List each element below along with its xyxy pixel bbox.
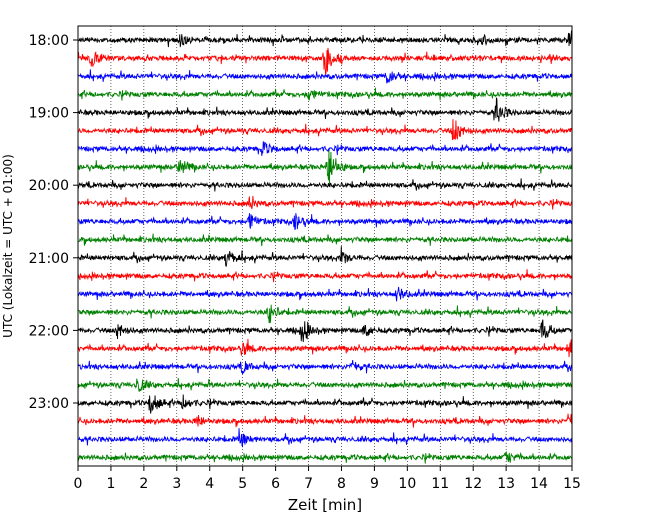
trace-row-22:45 xyxy=(77,377,573,392)
y-axis-ticks: 18:00 19:00 20:00 21:00 22:00 23:00 xyxy=(29,33,78,412)
trace-row-23:45 xyxy=(77,450,573,464)
trace-row-19:30 xyxy=(77,141,573,156)
trace-row-22:15 xyxy=(77,338,573,358)
trace-row-21:30 xyxy=(77,286,573,302)
y-tick-label-21:00: 21:00 xyxy=(29,251,69,267)
y-tick-label-23:00: 23:00 xyxy=(29,396,69,412)
trace-row-20:30 xyxy=(77,213,573,231)
trace-row-21:45 xyxy=(77,304,573,324)
minute-gridlines xyxy=(110,26,540,466)
x-tick-label-6: 6 xyxy=(271,476,280,492)
trace-row-23:15 xyxy=(77,413,573,428)
trace-row-21:00 xyxy=(77,246,573,267)
y-tick-label-18:00: 18:00 xyxy=(29,33,69,49)
x-tick-label-4: 4 xyxy=(205,476,214,492)
x-tick-label-9: 9 xyxy=(370,476,379,492)
x-tick-label-14: 14 xyxy=(530,476,548,492)
x-tick-label-2: 2 xyxy=(139,476,148,492)
x-axis-label: Zeit [min] xyxy=(288,496,362,514)
trace-row-21:15 xyxy=(77,269,573,283)
seismic-traces xyxy=(77,30,573,464)
x-tick-label-8: 8 xyxy=(337,476,346,492)
trace-row-20:45 xyxy=(77,233,573,247)
y-tick-label-20:00: 20:00 xyxy=(29,178,69,194)
x-tick-label-15: 15 xyxy=(563,476,581,492)
trace-row-18:45 xyxy=(77,87,573,101)
trace-row-19:15 xyxy=(77,119,573,141)
trace-row-18:30 xyxy=(77,69,573,84)
x-tick-label-0: 0 xyxy=(74,476,83,492)
trace-row-19:45 xyxy=(77,150,573,185)
x-axis-ticks: 0 1 2 3 4 5 6 7 8 9 10 11 12 13 14 15 xyxy=(74,466,581,492)
y-tick-label-22:00: 22:00 xyxy=(29,323,69,339)
x-tick-label-10: 10 xyxy=(398,476,416,492)
x-tick-label-5: 5 xyxy=(238,476,247,492)
trace-row-22:00 xyxy=(77,319,573,343)
x-tick-label-1: 1 xyxy=(106,476,115,492)
plot-frame xyxy=(77,25,573,467)
trace-row-19:00 xyxy=(77,97,573,122)
y-tick-label-19:00: 19:00 xyxy=(29,106,69,122)
x-tick-label-12: 12 xyxy=(464,476,482,492)
y-axis-label: UTC (Lokalzeit = UTC + 01:00) xyxy=(1,154,15,338)
trace-row-18:00 xyxy=(77,30,573,48)
x-tick-label-13: 13 xyxy=(497,476,515,492)
trace-row-23:00 xyxy=(77,394,573,414)
trace-row-22:30 xyxy=(77,360,573,375)
x-tick-label-7: 7 xyxy=(304,476,313,492)
x-tick-label-11: 11 xyxy=(431,476,449,492)
trace-row-23:30 xyxy=(77,428,573,448)
x-tick-label-3: 3 xyxy=(172,476,181,492)
trace-row-20:00 xyxy=(77,178,573,192)
trace-row-20:15 xyxy=(77,195,573,210)
trace-row-18:15 xyxy=(77,47,573,75)
